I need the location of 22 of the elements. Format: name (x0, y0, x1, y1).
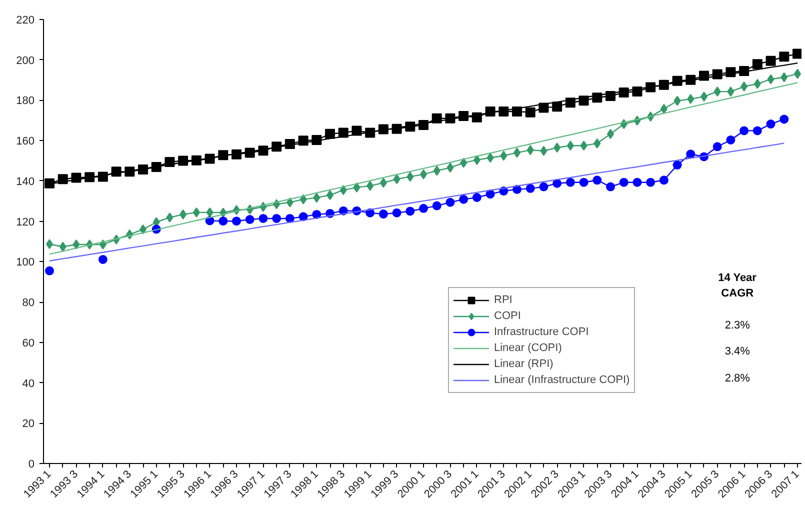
annotation: 3.4% (724, 345, 750, 358)
y-tick-label: 100 (16, 256, 35, 269)
legend-label: Linear (Infrastructure COPI) (494, 373, 630, 388)
annotation: 2.8% (724, 372, 750, 385)
legend-label: Infrastructure COPI (494, 325, 589, 340)
y-tick-label: 80 (22, 297, 35, 310)
y-tick-label: 60 (22, 337, 35, 350)
legend-label: Linear (COPI) (494, 341, 562, 356)
y-tick-label: 40 (22, 378, 35, 390)
annotation: 2.3% (724, 319, 750, 332)
legend-label: RPI (494, 293, 514, 308)
annotation: 14 Year CAGR (718, 272, 758, 300)
y-tick-label: 180 (16, 95, 35, 108)
y-tick-label: 220 (16, 14, 35, 26)
y-tick-label: 0 (28, 458, 35, 470)
y-tick-label: 20 (22, 418, 35, 430)
legend-label: COPI (494, 309, 521, 324)
legend-label: Linear (RPI) (494, 357, 554, 372)
y-tick-label: 120 (16, 216, 35, 228)
y-tick-label: 160 (16, 136, 35, 148)
y-tick-label: 140 (16, 176, 35, 188)
y-tick-label: 200 (16, 54, 35, 67)
